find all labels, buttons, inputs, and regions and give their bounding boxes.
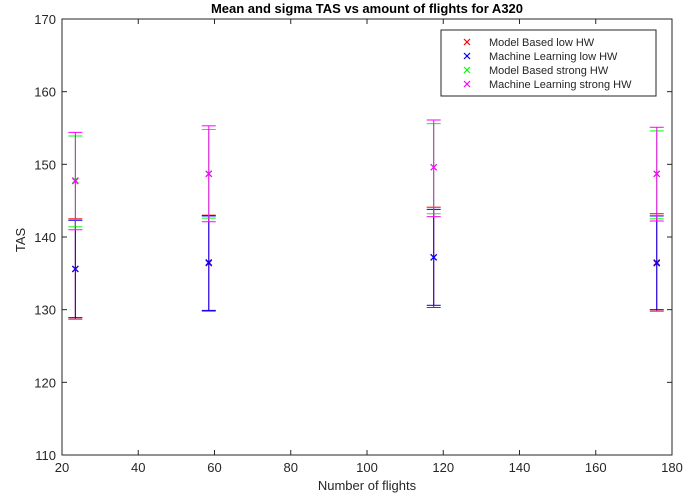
series-model-based-low-hw [68, 206, 664, 320]
y-tick-label: 110 [35, 448, 56, 463]
y-axis-label: TAS [13, 228, 28, 253]
marker-stroke [205, 259, 213, 266]
data-point [205, 259, 213, 266]
marker-stroke [653, 259, 661, 267]
legend-entry: Model Based low HW [463, 37, 595, 49]
y-tick-label: 130 [34, 303, 56, 318]
data-point [430, 253, 438, 261]
legend-marker [463, 66, 471, 74]
data-point [653, 170, 661, 178]
x-tick-label: 60 [207, 460, 221, 475]
y-tick-label: 170 [34, 12, 56, 27]
marker-stroke [205, 170, 213, 178]
series-machine-learning-low-hw [68, 208, 664, 319]
x-tick-label: 100 [356, 460, 378, 475]
legend-box [440, 29, 657, 97]
x-tick-label: 40 [131, 460, 145, 475]
data-point [653, 259, 661, 267]
marker-stroke [71, 177, 79, 185]
y-tick-label: 160 [34, 85, 56, 100]
marker-stroke [430, 163, 438, 171]
y-tick-label: 120 [34, 375, 56, 390]
data-point [71, 265, 79, 273]
series-model-based-strong-hw [68, 123, 664, 228]
legend-marker [463, 80, 471, 88]
marker-stroke [430, 253, 438, 261]
legend-entry: Model Based strong HW [463, 65, 609, 77]
x-tick-label: 180 [661, 460, 683, 475]
data-point [430, 163, 438, 171]
legend-marker [463, 38, 471, 46]
x-tick-label: 160 [585, 460, 607, 475]
y-tick-label: 150 [34, 157, 56, 172]
plot-area [68, 119, 664, 320]
series-machine-learning-strong-hw [68, 119, 664, 231]
axes: 20 40 60 80 100 120 140 160 180 110 120 130 140 150 16… [34, 12, 683, 475]
legend: Model Based low HW Machine Learning low H… [440, 29, 657, 97]
legend-entry: Machine Learning strong HW [463, 79, 632, 91]
x-tick-label: 20 [55, 460, 69, 475]
legend-label: Model Based low HW [489, 37, 595, 49]
legend-entry: Machine Learning low HW [463, 51, 618, 63]
legend-marker [463, 52, 471, 60]
y-tick-label: 140 [34, 230, 56, 245]
marker-stroke [71, 265, 79, 273]
legend-label: Machine Learning strong HW [489, 79, 632, 91]
x-tick-label: 140 [509, 460, 531, 475]
legend-label: Model Based strong HW [489, 65, 609, 77]
x-axis-label: Number of flights [318, 478, 417, 493]
legend-label: Machine Learning low HW [489, 51, 618, 63]
data-point [71, 177, 79, 185]
x-tick-label: 120 [432, 460, 454, 475]
chart-title: Mean and sigma TAS vs amount of flights … [211, 1, 523, 16]
x-tick-label: 80 [284, 460, 298, 475]
marker-stroke [653, 170, 661, 178]
data-point [205, 170, 213, 178]
